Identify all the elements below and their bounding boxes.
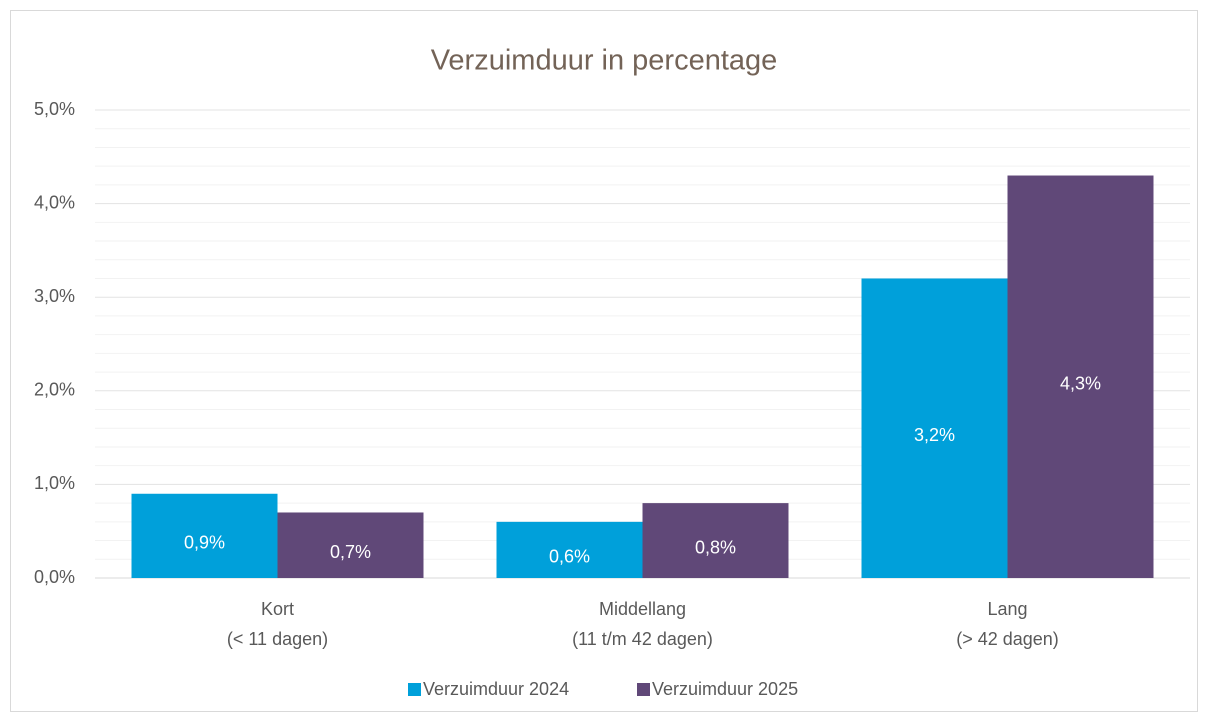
data-label: 0,9% (184, 533, 225, 553)
legend-swatch (637, 683, 650, 696)
legend-swatch (408, 683, 421, 696)
y-tick-label: 5,0% (34, 99, 75, 119)
y-tick-label: 0,0% (34, 567, 75, 587)
x-tick-label: Kort (< 11 dagen) (227, 599, 328, 649)
legend-label: Verzuimduur 2025 (652, 679, 798, 699)
y-tick-label: 4,0% (34, 192, 75, 212)
data-label: 0,6% (549, 547, 590, 567)
x-tick-label: Middellang (11 t/m 42 dagen) (572, 599, 713, 649)
bar (131, 493, 278, 578)
data-label: 4,3% (1060, 374, 1101, 394)
data-label: 0,7% (330, 542, 371, 562)
data-label: 3,2% (914, 425, 955, 445)
x-tick-label: Lang (> 42 dagen) (956, 599, 1059, 649)
bar (277, 512, 424, 578)
bar (861, 278, 1008, 578)
data-label: 0,8% (695, 537, 736, 557)
bar (642, 503, 789, 578)
y-tick-label: 3,0% (34, 286, 75, 306)
legend-label: Verzuimduur 2024 (423, 679, 569, 699)
bar (1007, 175, 1154, 578)
y-tick-label: 1,0% (34, 473, 75, 493)
bar (496, 521, 643, 578)
chart-title: Verzuimduur in percentage (431, 45, 778, 77)
y-tick-label: 2,0% (34, 380, 75, 400)
